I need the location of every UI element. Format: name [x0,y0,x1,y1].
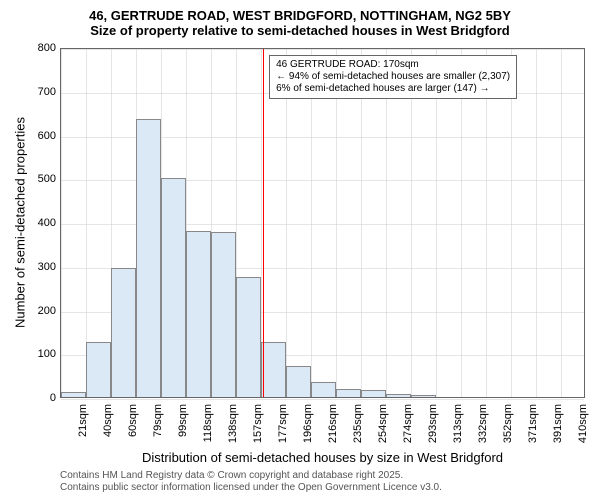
histogram-bar [236,277,261,397]
gridline-v [386,49,387,397]
gridline-v [486,49,487,397]
y-tick-label: 200 [28,305,56,317]
x-tick-label: 21sqm [77,404,89,448]
plot-area: 46 GERTRUDE ROAD: 170sqm← 94% of semi-de… [60,48,585,398]
histogram-bar [136,119,161,397]
histogram-bar [411,395,436,397]
y-tick-label: 800 [28,42,56,54]
footnote-line-2: Contains public sector information licen… [60,482,442,494]
y-tick-label: 500 [28,173,56,185]
gridline-v [311,49,312,397]
y-tick-label: 600 [28,130,56,142]
y-tick-label: 300 [28,261,56,273]
x-tick-label: 391sqm [552,404,564,448]
histogram-bar [86,342,111,397]
x-tick-label: 40sqm [102,404,114,448]
annot-line-2: ← 94% of semi-detached houses are smalle… [276,71,510,83]
gridline-v [61,49,62,397]
gridline-v [561,49,562,397]
gridline-h [61,49,584,50]
x-tick-label: 371sqm [527,404,539,448]
histogram-bar [186,231,211,397]
x-tick-label: 235sqm [352,404,364,448]
x-tick-label: 410sqm [577,404,589,448]
histogram-bar [111,268,136,397]
y-tick-label: 0 [28,392,56,404]
x-tick-label: 99sqm [177,404,189,448]
footnote: Contains HM Land Registry data © Crown c… [60,470,442,494]
gridline-v [536,49,537,397]
x-tick-label: 293sqm [427,404,439,448]
x-tick-label: 79sqm [152,404,164,448]
y-tick-label: 700 [28,86,56,98]
x-tick-label: 196sqm [302,404,314,448]
gridline-v [436,49,437,397]
footnote-line-1: Contains HM Land Registry data © Crown c… [60,470,442,482]
x-tick-label: 138sqm [227,404,239,448]
y-tick-label: 100 [28,348,56,360]
chart-container: 46, GERTRUDE ROAD, WEST BRIDGFORD, NOTTI… [0,0,600,500]
title-block: 46, GERTRUDE ROAD, WEST BRIDGFORD, NOTTI… [0,0,600,38]
gridline-v [511,49,512,397]
title-line-2: Size of property relative to semi-detach… [0,23,600,38]
x-tick-label: 254sqm [377,404,389,448]
x-tick-label: 118sqm [202,404,214,448]
x-tick-label: 274sqm [402,404,414,448]
gridline-v [411,49,412,397]
histogram-bar [211,232,236,397]
x-tick-label: 352sqm [502,404,514,448]
gridline-v [336,49,337,397]
x-tick-label: 177sqm [277,404,289,448]
annot-line-1: 46 GERTRUDE ROAD: 170sqm [276,59,510,71]
gridline-h [61,399,584,400]
reference-line [263,49,264,397]
histogram-bar [161,178,186,397]
annotation-box: 46 GERTRUDE ROAD: 170sqm← 94% of semi-de… [269,55,517,99]
x-axis-title: Distribution of semi-detached houses by … [60,450,585,465]
x-tick-label: 313sqm [452,404,464,448]
x-tick-label: 157sqm [252,404,264,448]
gridline-v [461,49,462,397]
title-line-1: 46, GERTRUDE ROAD, WEST BRIDGFORD, NOTTI… [0,8,600,23]
histogram-bar [311,382,336,397]
histogram-bar [261,342,286,397]
x-tick-label: 332sqm [477,404,489,448]
y-axis-title: Number of semi-detached properties [13,113,28,333]
gridline-v [286,49,287,397]
histogram-bar [286,366,311,397]
annot-line-3: 6% of semi-detached houses are larger (1… [276,83,510,95]
x-tick-label: 60sqm [127,404,139,448]
histogram-bar [336,389,361,397]
gridline-v [361,49,362,397]
histogram-bar [361,390,386,397]
y-tick-label: 400 [28,217,56,229]
histogram-bar [386,394,411,398]
x-tick-label: 216sqm [327,404,339,448]
histogram-bar [61,392,86,397]
